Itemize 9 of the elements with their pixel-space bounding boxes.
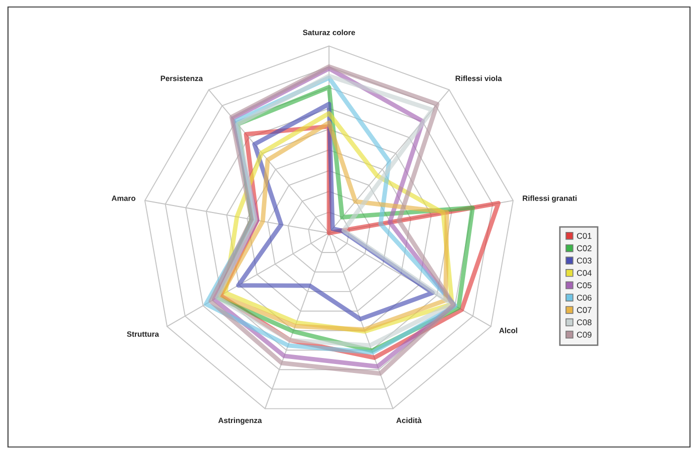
- legend-label: C01: [576, 232, 592, 239]
- legend-label: C04: [576, 270, 592, 276]
- legend-label: C06: [576, 294, 592, 301]
- legend-label: C05: [576, 282, 592, 288]
- legend-label: C07: [576, 307, 592, 313]
- legend-label: C02: [576, 245, 592, 252]
- legend-label: C03: [576, 258, 592, 264]
- legend-label: C09: [576, 332, 592, 338]
- legend-label: C08: [576, 319, 592, 326]
